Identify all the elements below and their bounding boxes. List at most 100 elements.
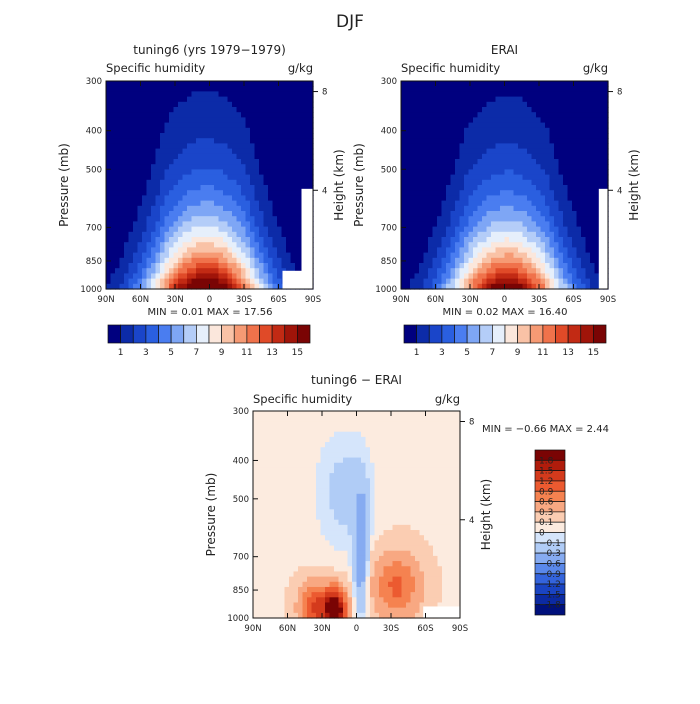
field-cell [259, 91, 264, 97]
field-cell [187, 237, 192, 243]
field-cell [237, 143, 242, 149]
field-cell [294, 551, 299, 557]
field-cell [267, 416, 272, 422]
field-cell [262, 489, 267, 495]
field-cell [330, 489, 335, 495]
field-cell [138, 201, 143, 207]
field-cell [325, 556, 330, 562]
field-cell [559, 159, 564, 165]
field-cell [370, 421, 375, 427]
field-cell [250, 123, 255, 129]
field-cell [348, 499, 353, 505]
field-cell [219, 128, 224, 134]
field-cell [268, 232, 273, 238]
field-cell [205, 273, 210, 279]
field-cell [285, 432, 290, 438]
field-cell [183, 128, 188, 134]
field-cell [271, 427, 276, 433]
field-cell [271, 587, 276, 593]
field-cell [169, 91, 174, 97]
field-cell [262, 447, 267, 453]
field-cell [205, 268, 210, 274]
field-cell [375, 582, 380, 588]
field-cell [545, 201, 550, 207]
field-cell [120, 86, 125, 92]
field-cell [500, 268, 505, 274]
field-cell [280, 494, 285, 500]
field-cell [169, 102, 174, 108]
field-cell [276, 561, 281, 567]
field-cell [289, 546, 294, 552]
field-cell [111, 253, 116, 259]
field-cell [455, 138, 460, 144]
colorbar-swatch [272, 325, 285, 343]
field-cell [106, 216, 111, 222]
field-cell [478, 237, 483, 243]
field-cell [343, 546, 348, 552]
field-cell [178, 138, 183, 144]
field-cell [165, 169, 170, 175]
field-cell [514, 97, 519, 103]
field-cell [264, 206, 269, 212]
field-cell [273, 211, 278, 217]
field-cell [142, 169, 147, 175]
field-cell [419, 258, 424, 264]
field-cell [160, 279, 165, 285]
field-cell [410, 133, 415, 139]
field-cell [286, 242, 291, 248]
field-cell [205, 107, 210, 113]
field-cell [165, 227, 170, 233]
field-cell [572, 253, 577, 259]
field-cell [124, 164, 129, 170]
field-cell [406, 190, 411, 196]
field-cell [518, 211, 523, 217]
field-cell [298, 525, 303, 531]
field-cell [464, 221, 469, 227]
field-cell [129, 242, 134, 248]
field-cell [294, 458, 299, 464]
field-cell [156, 97, 161, 103]
field-cell [285, 468, 290, 474]
field-cell [442, 128, 447, 134]
field-cell [223, 263, 228, 269]
field-cell [285, 551, 290, 557]
field-cell [192, 180, 197, 186]
field-cell [258, 592, 263, 598]
field-cell [219, 232, 224, 238]
field-cell [424, 112, 429, 118]
field-cell [255, 123, 260, 129]
field-cell [357, 421, 362, 427]
field-cell [357, 546, 362, 552]
field-cell [464, 97, 469, 103]
field-cell [523, 201, 528, 207]
field-cell [258, 540, 263, 546]
field-cell [295, 117, 300, 123]
field-cell [214, 164, 219, 170]
field-cell [286, 180, 291, 186]
field-cell [232, 128, 237, 134]
field-cell [442, 86, 447, 92]
field-cell [433, 268, 438, 274]
field-cell [307, 540, 312, 546]
field-cell [111, 91, 116, 97]
field-cell [568, 273, 573, 279]
field-cell [532, 242, 537, 248]
field-cell [138, 102, 143, 108]
field-cell [352, 452, 357, 458]
field-cell [581, 143, 586, 149]
field-cell [192, 143, 197, 149]
field-cell [289, 494, 294, 500]
field-cell [201, 216, 206, 222]
field-cell [563, 273, 568, 279]
field-cell [268, 211, 273, 217]
field-cell [228, 81, 233, 87]
field-cell [264, 232, 269, 238]
field-cell [451, 143, 456, 149]
field-cell [577, 102, 582, 108]
field-cell [343, 602, 348, 608]
field-cell [433, 201, 438, 207]
field-cell [379, 566, 384, 572]
units-label: g/kg [583, 61, 608, 75]
field-cell [196, 97, 201, 103]
